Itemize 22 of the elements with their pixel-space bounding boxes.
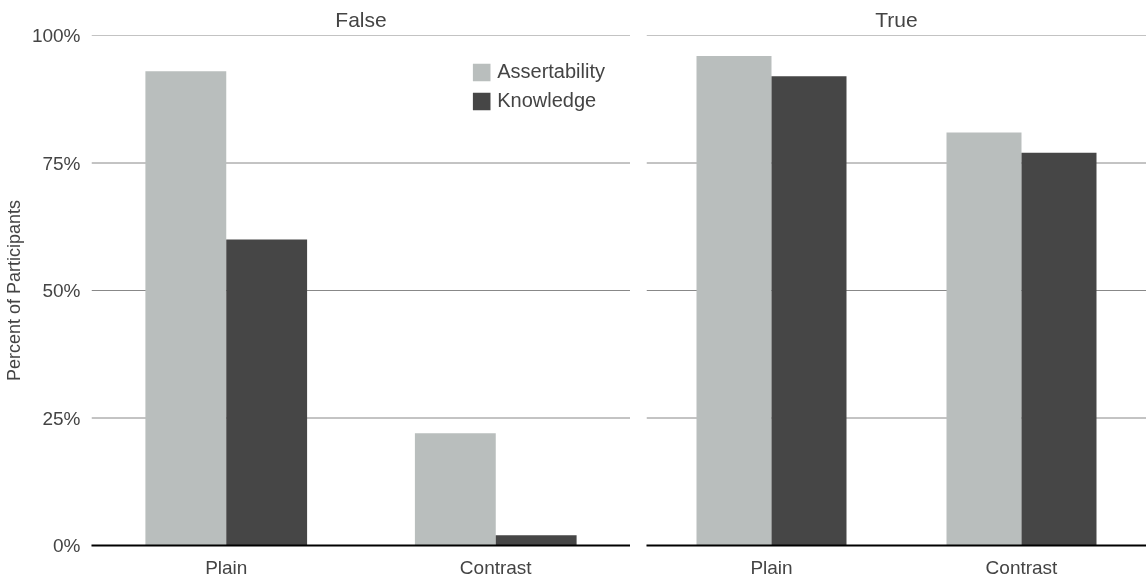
x-tick-label: Contrast bbox=[459, 556, 533, 578]
bar bbox=[696, 55, 772, 546]
y-tick-label: 25% bbox=[42, 407, 81, 429]
y-tick-label: 75% bbox=[42, 152, 81, 174]
chart-title: False bbox=[335, 7, 387, 31]
bar bbox=[414, 433, 496, 546]
bar bbox=[145, 71, 227, 546]
y-tick-label: 100% bbox=[31, 25, 81, 46]
bar bbox=[1021, 152, 1097, 546]
y-axis-title: Percent of Participants bbox=[3, 199, 24, 382]
x-tick-label: Contrast bbox=[985, 556, 1059, 578]
legend-label: Assertability bbox=[497, 60, 605, 83]
y-tick-label: 50% bbox=[42, 280, 81, 301]
chart-title: True bbox=[875, 7, 918, 31]
legend-label: Knowledge bbox=[497, 89, 597, 112]
bar bbox=[946, 132, 1022, 546]
x-tick-label: Plain bbox=[750, 556, 793, 578]
x-tick-label: Plain bbox=[205, 556, 248, 578]
bar bbox=[495, 535, 577, 546]
bar bbox=[771, 76, 847, 546]
bar bbox=[226, 239, 308, 546]
y-tick-label: 0% bbox=[53, 535, 81, 556]
